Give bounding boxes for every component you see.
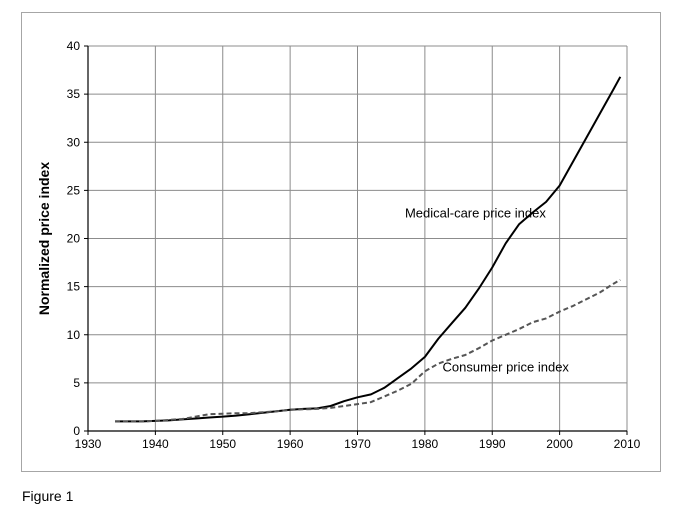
x-tick-label: 1980 — [412, 437, 439, 451]
chart-frame: 1930 1940 1950 1960 1970 1980 1990 2000 2010 0 5 10… — [21, 12, 661, 472]
gridlines — [88, 45, 628, 431]
y-tick-label: 35 — [67, 87, 81, 101]
y-tick-label: 30 — [67, 135, 81, 149]
series-line-1 — [115, 279, 621, 423]
y-tick-label: 40 — [67, 39, 81, 53]
series-lines — [115, 76, 622, 423]
axes — [84, 45, 628, 435]
y-tick-label: 5 — [73, 376, 80, 390]
tick-labels: 1930 1940 1950 1960 1970 1980 1990 2000 2010 0 5 10… — [67, 39, 641, 451]
y-tick-label: 20 — [67, 232, 81, 246]
line-chart: 1930 1940 1950 1960 1970 1980 1990 2000 2010 0 5 10… — [36, 39, 641, 451]
x-tick-label: 1960 — [277, 437, 304, 451]
y-tick-label: 25 — [67, 183, 81, 197]
x-tick-label: 1930 — [75, 437, 102, 451]
annotations: Medical-care price index Consumer price i… — [405, 205, 569, 374]
y-axis-label: Normalized price index — [36, 162, 52, 315]
figure-caption: Figure 1 — [22, 488, 74, 504]
y-tick-label: 0 — [73, 424, 80, 438]
x-tick-label: 1950 — [209, 437, 236, 451]
x-tick-label: 2000 — [546, 437, 573, 451]
x-tick-label: 2010 — [614, 437, 641, 451]
series-annotation: Consumer price index — [442, 359, 569, 374]
x-tick-label: 1940 — [142, 437, 169, 451]
y-tick-label: 15 — [67, 280, 81, 294]
y-tick-label: 10 — [67, 328, 81, 342]
series-line-0 — [115, 76, 622, 423]
series-annotation: Medical-care price index — [405, 205, 546, 220]
x-tick-label: 1990 — [479, 437, 506, 451]
x-tick-label: 1970 — [344, 437, 371, 451]
